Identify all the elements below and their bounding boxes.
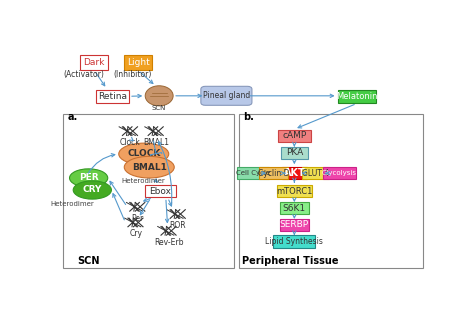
- FancyBboxPatch shape: [323, 168, 356, 179]
- FancyBboxPatch shape: [282, 167, 307, 179]
- Text: Lipid Synthesis: Lipid Synthesis: [265, 237, 323, 246]
- FancyBboxPatch shape: [125, 56, 152, 70]
- FancyBboxPatch shape: [280, 219, 309, 231]
- Text: Dark: Dark: [83, 58, 105, 67]
- Text: CRY: CRY: [82, 186, 102, 194]
- Text: CLOCK: CLOCK: [127, 149, 160, 158]
- FancyBboxPatch shape: [301, 168, 329, 179]
- Bar: [239, 114, 423, 268]
- Text: GLUT 4: GLUT 4: [302, 169, 329, 178]
- Text: Heterodimer: Heterodimer: [50, 201, 94, 207]
- FancyBboxPatch shape: [201, 86, 252, 105]
- Text: (Inhibitor): (Inhibitor): [114, 70, 152, 79]
- FancyBboxPatch shape: [281, 147, 308, 158]
- Text: cAMP: cAMP: [282, 131, 307, 140]
- Text: BMAL1: BMAL1: [143, 138, 169, 147]
- Text: (Activator): (Activator): [64, 70, 105, 79]
- Text: SCN: SCN: [78, 256, 100, 266]
- Bar: [63, 114, 234, 268]
- Text: Melatonin: Melatonin: [336, 92, 378, 101]
- Text: Retina: Retina: [98, 92, 127, 101]
- Text: Light: Light: [127, 58, 150, 67]
- Ellipse shape: [145, 86, 173, 106]
- Text: Peripheral Tissue: Peripheral Tissue: [242, 256, 339, 266]
- Text: SERBP: SERBP: [280, 220, 309, 229]
- Ellipse shape: [119, 143, 169, 165]
- Text: BMAL1: BMAL1: [132, 163, 167, 172]
- FancyBboxPatch shape: [277, 185, 312, 197]
- Text: Heterodimer: Heterodimer: [122, 178, 165, 184]
- Text: a.: a.: [67, 112, 78, 122]
- FancyBboxPatch shape: [259, 168, 288, 179]
- Text: Ebox: Ebox: [149, 187, 171, 196]
- Text: Clock: Clock: [120, 138, 140, 147]
- FancyBboxPatch shape: [96, 90, 129, 103]
- FancyBboxPatch shape: [280, 202, 309, 214]
- Text: b.: b.: [243, 112, 254, 122]
- FancyBboxPatch shape: [278, 130, 311, 142]
- FancyBboxPatch shape: [81, 56, 108, 70]
- Text: AKT: AKT: [283, 168, 305, 178]
- FancyBboxPatch shape: [273, 235, 316, 248]
- Text: Rev-Erb: Rev-Erb: [154, 237, 183, 246]
- Text: PKA: PKA: [286, 148, 303, 157]
- Text: PER: PER: [79, 173, 99, 183]
- Text: Glycolysis: Glycolysis: [322, 170, 356, 176]
- Text: ROR: ROR: [170, 221, 186, 230]
- Text: Per: Per: [131, 213, 144, 222]
- Ellipse shape: [124, 156, 174, 178]
- Text: Pineal gland: Pineal gland: [203, 91, 250, 100]
- Text: S6K1: S6K1: [283, 203, 306, 212]
- Ellipse shape: [70, 169, 108, 187]
- Ellipse shape: [73, 181, 111, 199]
- FancyBboxPatch shape: [237, 168, 269, 179]
- Text: SCN: SCN: [152, 105, 166, 111]
- FancyBboxPatch shape: [337, 90, 376, 103]
- FancyBboxPatch shape: [145, 185, 176, 197]
- Text: Cry: Cry: [129, 229, 142, 238]
- Text: Cell Cycle: Cell Cycle: [236, 170, 270, 176]
- Text: mTORC1: mTORC1: [276, 187, 312, 196]
- Text: Cyclin D: Cyclin D: [258, 169, 289, 178]
